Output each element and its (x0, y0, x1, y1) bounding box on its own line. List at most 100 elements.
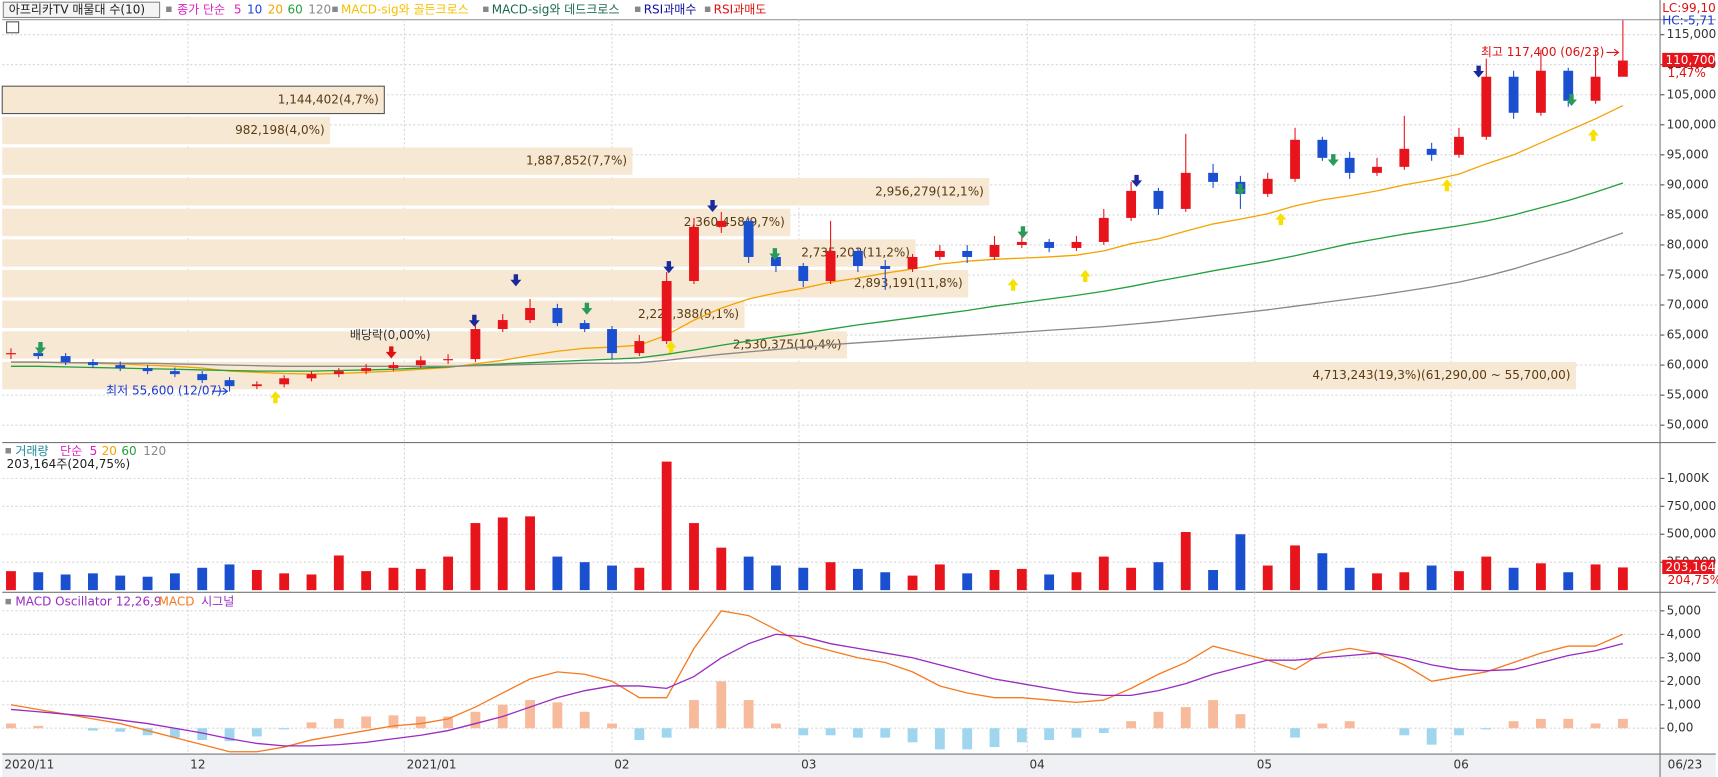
legend-swatch (483, 6, 489, 13)
legend-swatch (166, 6, 172, 13)
volume-profile-label: 2,360,458(9,7%) (684, 215, 785, 229)
oscillator-bar (251, 728, 262, 737)
candle-body (443, 359, 454, 361)
candle-body (88, 362, 98, 366)
volume-bar (1290, 545, 1300, 591)
macd-legend: MACD (158, 595, 194, 609)
oscillator-bar (962, 728, 973, 750)
candle-body (771, 256, 781, 266)
candle-body (279, 378, 290, 385)
y-tick-label: 100,000 (1667, 117, 1717, 131)
signal-arrow (707, 199, 719, 213)
x-tick-label: 03 (801, 757, 816, 771)
candle-body (880, 265, 891, 269)
signal-arrow (1566, 93, 1577, 107)
volume-bar (1590, 564, 1601, 591)
candle-body (33, 353, 44, 357)
volume-bar (388, 567, 399, 591)
moving-average-line (10, 232, 1624, 367)
y-tick-label: 50,000 (1667, 418, 1709, 432)
volume-profile-label: 2,530,375(10,4%) (733, 337, 842, 351)
y-tick-label: 95,000 (1667, 147, 1709, 161)
oscillator-bar (443, 716, 454, 729)
candle-body (743, 220, 754, 257)
volume-bar (1098, 556, 1109, 591)
candle-body (60, 356, 71, 363)
x-tick-label: 04 (1029, 757, 1044, 771)
oscillator-bar (1098, 728, 1109, 733)
oscillator-bar (115, 728, 126, 732)
signal-arrow (269, 391, 281, 404)
volume-bar (6, 571, 16, 591)
volume-bar (169, 573, 180, 591)
last-volume-box (1662, 559, 1715, 574)
candle-body (962, 250, 973, 257)
oscillator-bar (1481, 728, 1492, 730)
volume-profile-bar (2, 116, 331, 145)
oscillator-bar (1044, 728, 1055, 740)
oscillator-bar (306, 722, 317, 729)
volume-bar (443, 556, 454, 591)
oscillator-bar (279, 728, 290, 730)
y-tick-label: 60,000 (1667, 358, 1709, 372)
volume-bar (1044, 574, 1055, 591)
change-label: 1,47% (1668, 66, 1706, 80)
volume-bar (1399, 572, 1410, 591)
candle-body (579, 323, 590, 330)
volume-bar (1071, 572, 1082, 591)
oscillator-bar (1290, 728, 1300, 738)
legend-swatch (634, 6, 641, 13)
signal-legend: RSI과매수 (644, 2, 697, 16)
candle-body (361, 368, 372, 372)
candle-body (1317, 139, 1328, 158)
volume-bar (1372, 573, 1382, 591)
ma-legend: 120 (308, 2, 331, 16)
candle-body (634, 341, 645, 354)
volume-bar (661, 461, 672, 591)
macd-legend: 시그널 (201, 595, 234, 609)
volume-bar (279, 573, 290, 591)
oscillator-bar (470, 711, 481, 729)
candle-body (852, 250, 863, 266)
candle-body (552, 308, 563, 324)
ma-legend: 5 (234, 2, 242, 16)
oscillator-bar (716, 681, 727, 729)
volume-bar (962, 573, 973, 591)
oscillator-bar (552, 702, 563, 729)
legend-swatch (5, 598, 11, 605)
volume-bar (743, 556, 754, 591)
volume-summary: 203,164주(204,75%) (7, 457, 131, 471)
volume-bar (1454, 571, 1464, 591)
x-tick-label: 12 (190, 757, 205, 771)
y-tick-label: 65,000 (1667, 328, 1709, 342)
oscillator-bar (1180, 707, 1191, 729)
volume-profile-label: 1,144,402(4,7%) (278, 92, 379, 106)
oscillator-bar (880, 728, 891, 738)
signal-arrow (581, 302, 593, 315)
oscillator-bar (525, 700, 535, 729)
signal-arrow (1131, 174, 1143, 187)
last-volume-label: 203,164 (1666, 560, 1716, 574)
volume-profile-bar (2, 147, 633, 175)
candle-body (661, 280, 672, 342)
macd-line (10, 633, 1624, 747)
candle-body (689, 226, 699, 281)
macd-title: MACD Oscillator 12,26,9 (15, 595, 161, 609)
y-tick-label: 1,000K (1667, 471, 1710, 485)
volume-bar (88, 573, 98, 591)
volume-bar (852, 568, 863, 591)
candle-body (1399, 148, 1410, 167)
oscillator-bar (743, 700, 754, 729)
oscillator-bar (361, 716, 372, 729)
volume-profile-bar (2, 300, 745, 329)
last-price-box (1662, 52, 1715, 68)
moving-average-line (10, 104, 1624, 375)
volume-bar (607, 565, 617, 591)
table-icon[interactable] (6, 21, 20, 34)
signal-legend: MACD-sig와 골든크로스 (341, 2, 469, 16)
volume-bar (689, 523, 699, 591)
candle-body (497, 320, 508, 330)
candle-body (1044, 241, 1055, 248)
oscillator-bar (224, 728, 235, 742)
title-box[interactable] (2, 1, 161, 19)
